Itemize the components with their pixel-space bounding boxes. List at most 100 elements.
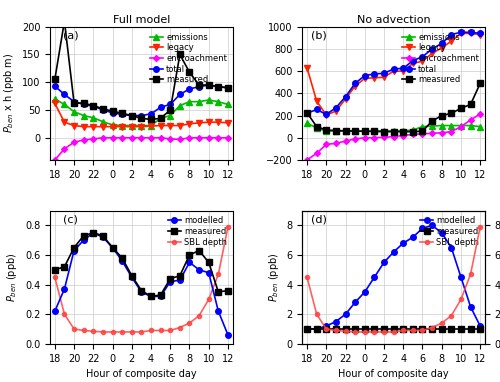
measured — [304, 327, 310, 331]
legacy — [196, 120, 202, 125]
measured — [62, 265, 68, 269]
total — [110, 110, 116, 115]
Y-axis label: $P_{ben}$ (ppb): $P_{ben}$ (ppb) — [6, 253, 20, 302]
SBL depth — [158, 328, 164, 333]
legacy — [410, 61, 416, 66]
modelled — [362, 290, 368, 294]
measured — [148, 117, 154, 122]
measured — [129, 274, 135, 278]
measured — [119, 256, 125, 260]
measured — [448, 327, 454, 331]
legacy — [342, 97, 348, 101]
Line: modelled: modelled — [304, 223, 483, 332]
total — [304, 111, 310, 116]
modelled — [225, 333, 231, 337]
legacy — [324, 113, 330, 117]
measured — [362, 129, 368, 134]
X-axis label: Hour of composite day: Hour of composite day — [338, 369, 449, 379]
measured — [158, 116, 164, 121]
Title: No advection: No advection — [357, 15, 430, 24]
total — [438, 41, 444, 46]
total — [196, 84, 202, 89]
SBL depth — [381, 330, 387, 334]
legacy — [100, 125, 106, 129]
SBL depth — [225, 225, 231, 229]
measured — [400, 129, 406, 134]
modelled — [206, 270, 212, 275]
SBL depth — [186, 321, 192, 325]
emissions — [196, 99, 202, 104]
measured — [52, 77, 58, 82]
modelled — [138, 290, 144, 294]
total — [186, 87, 192, 91]
encroachment — [362, 136, 368, 140]
encroachment — [342, 139, 348, 143]
legacy — [62, 120, 68, 125]
legacy — [80, 125, 86, 129]
SBL depth — [129, 330, 135, 334]
measured — [314, 327, 320, 331]
legacy — [167, 123, 173, 128]
SBL depth — [314, 312, 320, 317]
legacy — [158, 123, 164, 128]
legacy — [148, 124, 154, 128]
modelled — [304, 327, 310, 331]
measured — [381, 129, 387, 134]
encroachment — [381, 135, 387, 139]
legacy — [71, 123, 77, 128]
emissions — [429, 124, 435, 128]
encroachment — [148, 136, 154, 140]
SBL depth — [448, 313, 454, 318]
Line: modelled: modelled — [52, 230, 231, 338]
legacy — [458, 31, 464, 36]
legacy — [420, 59, 426, 63]
SBL depth — [372, 330, 378, 334]
Line: measured: measured — [52, 18, 231, 122]
SBL depth — [438, 321, 444, 325]
encroachment — [80, 138, 86, 142]
SBL depth — [206, 297, 212, 302]
modelled — [314, 327, 320, 331]
measured — [100, 107, 106, 111]
measured — [468, 102, 473, 107]
emissions — [225, 102, 231, 107]
modelled — [148, 294, 154, 299]
measured — [410, 129, 416, 134]
emissions — [100, 119, 106, 124]
total — [400, 66, 406, 71]
Line: measured: measured — [304, 81, 483, 134]
SBL depth — [324, 327, 330, 331]
emissions — [119, 123, 125, 128]
Y-axis label: $P_{ben}$ (ppb): $P_{ben}$ (ppb) — [266, 253, 280, 302]
total — [225, 86, 231, 90]
Title: Full model: Full model — [112, 15, 170, 24]
modelled — [80, 238, 86, 243]
legacy — [477, 32, 483, 37]
Text: (b): (b) — [312, 31, 327, 41]
measured — [196, 83, 202, 87]
encroachment — [52, 158, 58, 162]
measured — [429, 119, 435, 123]
emissions — [333, 129, 339, 133]
legacy — [352, 84, 358, 88]
SBL depth — [400, 328, 406, 333]
SBL depth — [420, 328, 426, 333]
total — [324, 112, 330, 117]
total — [448, 32, 454, 37]
Line: emissions: emissions — [304, 121, 483, 134]
encroachment — [225, 136, 231, 140]
measured — [381, 327, 387, 331]
emissions — [420, 125, 426, 129]
measured — [372, 129, 378, 134]
total — [477, 31, 483, 36]
SBL depth — [52, 275, 58, 280]
measured — [90, 230, 96, 235]
modelled — [410, 235, 416, 240]
emissions — [62, 102, 68, 107]
SBL depth — [71, 327, 77, 331]
total — [390, 66, 396, 71]
total — [381, 71, 387, 76]
Line: SBL depth: SBL depth — [305, 225, 482, 334]
Text: (d): (d) — [312, 215, 327, 225]
total — [468, 30, 473, 35]
